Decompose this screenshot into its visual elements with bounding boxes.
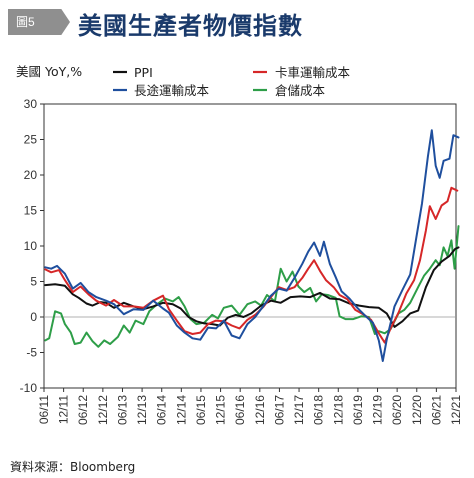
x-tick-label: 06/14 xyxy=(155,395,169,425)
x-tick-label: 12/18 xyxy=(331,395,345,425)
y-tick-label: 30 xyxy=(24,97,38,111)
x-tick-label: 06/20 xyxy=(390,395,404,425)
x-tick-label: 12/16 xyxy=(253,395,267,425)
y-axis-ticks: -10 -5 0 5 10 15 20 25 30 xyxy=(20,97,44,395)
y-tick-label: 5 xyxy=(30,275,37,289)
legend-label-warehouse: 倉儲成本 xyxy=(275,83,326,98)
x-tick-label: 12/12 xyxy=(96,395,110,425)
y-tick-label: 10 xyxy=(24,239,38,253)
y-tick-label: 25 xyxy=(24,133,38,147)
figure-number-badge: 圖5 xyxy=(8,9,70,35)
x-tick-label: 06/12 xyxy=(76,395,90,425)
x-tick-label: 06/11 xyxy=(37,395,51,424)
y-tick-label: -10 xyxy=(20,381,38,395)
y-tick-label: 20 xyxy=(24,168,38,182)
x-tick-label: 12/11 xyxy=(57,395,71,424)
figure-header: 圖5 美國生產者物價指數 xyxy=(0,0,474,44)
x-tick-label: 06/17 xyxy=(272,395,286,425)
plot-area-frame xyxy=(43,103,457,389)
series-line-3 xyxy=(44,225,460,348)
x-tick-label: 06/19 xyxy=(351,395,365,425)
x-tick-label: 12/21 xyxy=(449,395,463,425)
x-tick-label: 06/15 xyxy=(194,395,208,425)
chart-title: 美國生產者物價指數 xyxy=(78,11,303,40)
x-tick-label: 12/14 xyxy=(174,395,188,425)
y-axis-label: 美國 YoY,% xyxy=(16,64,82,79)
x-tick-label: 12/20 xyxy=(410,395,424,425)
y-tick-label: -5 xyxy=(26,346,37,360)
x-tick-label: 12/13 xyxy=(135,395,149,425)
y-tick-label: 15 xyxy=(24,204,38,218)
series-line-2 xyxy=(44,129,460,362)
legend-label-truck: 卡車運輸成本 xyxy=(275,65,351,80)
x-tick-label: 06/21 xyxy=(429,395,443,425)
series-lines xyxy=(44,129,460,362)
legend: PPI 卡車運輸成本 長途運輸成本 倉儲成本 xyxy=(113,65,351,98)
x-axis-ticks: 06/11 12/11 06/12 12/12 06/13 12/13 06/14 12/14… xyxy=(37,388,463,425)
x-tick-label: 12/15 xyxy=(214,395,228,425)
x-tick-label: 06/16 xyxy=(233,395,247,425)
x-tick-label: 12/17 xyxy=(292,395,306,425)
x-tick-label: 12/19 xyxy=(371,395,385,425)
legend-label-ppi: PPI xyxy=(134,65,153,80)
line-chart: 美國 YoY,% PPI 卡車運輸成本 長途運輸成本 倉儲成本 -10 -5 0 5 1… xyxy=(16,64,463,425)
x-tick-label: 06/13 xyxy=(115,395,129,425)
y-tick-label: 0 xyxy=(30,310,37,324)
x-tick-label: 06/18 xyxy=(312,395,326,425)
source-note: 資料來源：Bloomberg xyxy=(10,460,136,474)
legend-label-longhaul: 長途運輸成本 xyxy=(134,83,210,98)
